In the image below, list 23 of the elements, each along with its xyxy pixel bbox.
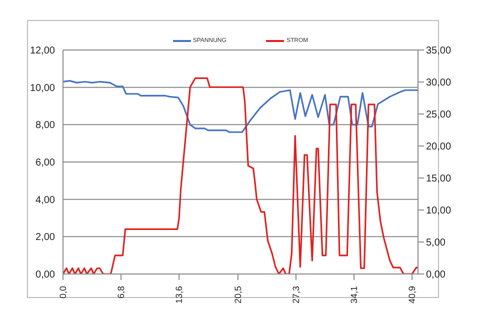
- y2-tick-label: 25,00: [426, 110, 452, 121]
- y2-tick-label: 35,00: [426, 46, 452, 57]
- x-tick-label: 27,3: [290, 286, 301, 304]
- line-series: [63, 80, 418, 133]
- y-tick-label: 12,00: [30, 46, 56, 57]
- y-tick-label: 2,00: [36, 232, 56, 244]
- x-tick-label: 34,1: [349, 286, 359, 304]
- y2-tick-label: 15,00: [426, 174, 452, 185]
- y-tick-label: 6,00: [36, 158, 56, 169]
- y-tick-label: 10,00: [30, 82, 56, 94]
- y2-tick-label: 5,00: [426, 238, 446, 249]
- y-tick-label: 0,00: [36, 270, 56, 281]
- y-tick-label: 8,00: [36, 120, 56, 132]
- x-tick-label: 6,8: [116, 286, 126, 299]
- x-tick-label: 13,6: [174, 286, 184, 304]
- y2-tick-label: 0,00: [426, 270, 446, 281]
- y2-tick-label: 30,00: [426, 78, 452, 89]
- y-tick-label: 4,00: [36, 194, 56, 206]
- y2-tick-label: 20,00: [426, 142, 452, 153]
- x-tick-label: 20,5: [232, 286, 243, 304]
- x-tick-label: 40,9: [407, 286, 418, 304]
- y2-tick-label: 10,00: [426, 206, 452, 217]
- x-tick-label: 0,0: [58, 286, 68, 299]
